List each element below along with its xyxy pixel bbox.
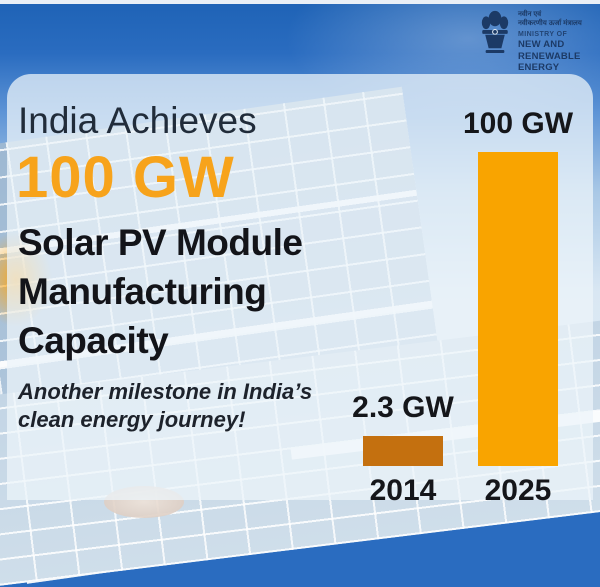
chart-column-2025: 100 GW 2025 [462, 107, 574, 507]
tagline-line-2: clean energy journey! [18, 407, 246, 432]
ministry-hindi-line1: नवीन एवं [518, 11, 542, 18]
tagline: Another milestone in India’s clean energ… [18, 378, 312, 434]
subtitle-line-3: Capacity [18, 320, 169, 361]
tagline-line-1: Another milestone in India’s [18, 379, 313, 404]
ministry-header: नवीन एवं नवीकरणीय ऊर्जा मंत्रालय MINISTR… [478, 8, 600, 74]
bar-year-label-2014: 2014 [369, 474, 437, 507]
bar-value-label-2025: 100 GW [462, 107, 574, 140]
top-edge-strip [0, 0, 600, 4]
content-card: India Achieves 100 GW Solar PV Module Ma… [7, 74, 593, 507]
bar-year-label-2025: 2025 [484, 474, 552, 507]
ministry-hindi-line2: नवीकरणीय ऊर्जा मंत्रालय [518, 19, 582, 27]
ashoka-emblem-icon [481, 10, 509, 53]
chart-column-2014: 2.3 GW 2014 [348, 391, 458, 507]
headline-subtitle: Solar PV Module Manufacturing Capacity [18, 218, 303, 365]
bar-2014 [363, 436, 443, 466]
ministry-english-line1: MINISTRY OF [518, 31, 568, 38]
subtitle-line-1: Solar PV Module [18, 222, 303, 263]
subtitle-line-2: Manufacturing [18, 271, 267, 312]
bar-value-label-2014: 2.3 GW [352, 391, 454, 424]
bar-2025 [478, 152, 558, 466]
headline-prefix: India Achieves [18, 100, 257, 141]
ministry-wordmark: नवीन एवं नवीकरणीय ऊर्जा मंत्रालय MINISTR… [518, 11, 600, 74]
ministry-english-line3: RENEWABLE ENERGY [518, 50, 581, 74]
ministry-english-line2: NEW AND [518, 39, 565, 50]
headline-highlight-value: 100 GW [16, 145, 235, 210]
